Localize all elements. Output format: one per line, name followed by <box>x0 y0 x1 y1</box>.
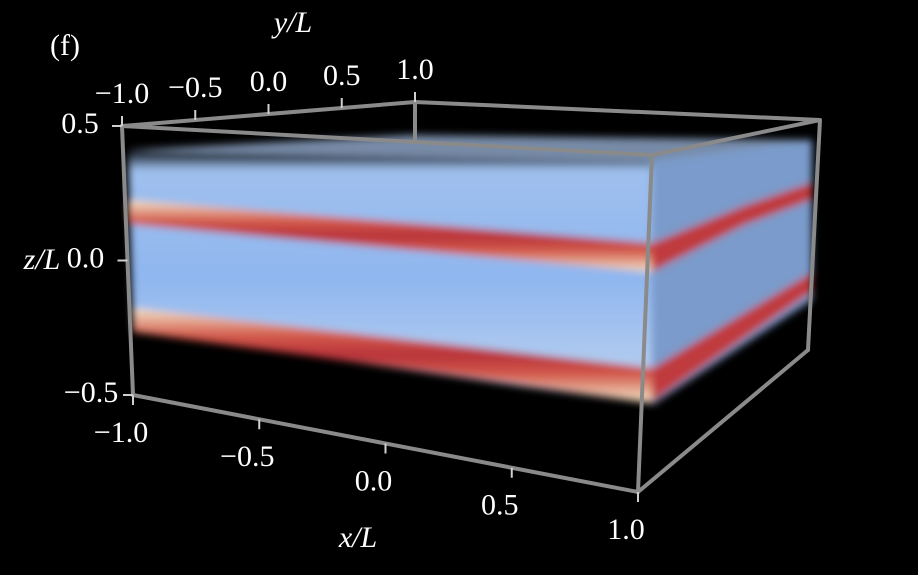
x-tick-label: −0.5 <box>220 440 274 473</box>
x-tick-label: 0.0 <box>355 464 393 497</box>
z-axis-label: z/L <box>23 243 61 276</box>
x-axis-label: x/L <box>338 521 377 554</box>
y-tick-label: −1.0 <box>95 77 149 110</box>
z-tick-label: 0.0 <box>67 241 105 274</box>
volume-render <box>128 135 815 405</box>
y-tick-label: 0.5 <box>323 59 361 92</box>
z-tick-label: −0.5 <box>64 376 118 409</box>
y-tick-label: 0.0 <box>250 65 288 98</box>
panel-label: (f) <box>50 29 80 62</box>
y-tick-label: 1.0 <box>396 53 434 86</box>
y-axis-label: y/L <box>271 6 312 39</box>
x-tick-label: −1.0 <box>94 416 148 449</box>
z-tick-label: 0.5 <box>61 107 99 140</box>
x-tick-label: 0.5 <box>481 489 519 522</box>
x-tick-label: 1.0 <box>607 513 645 546</box>
y-tick-label: −0.5 <box>168 71 222 104</box>
